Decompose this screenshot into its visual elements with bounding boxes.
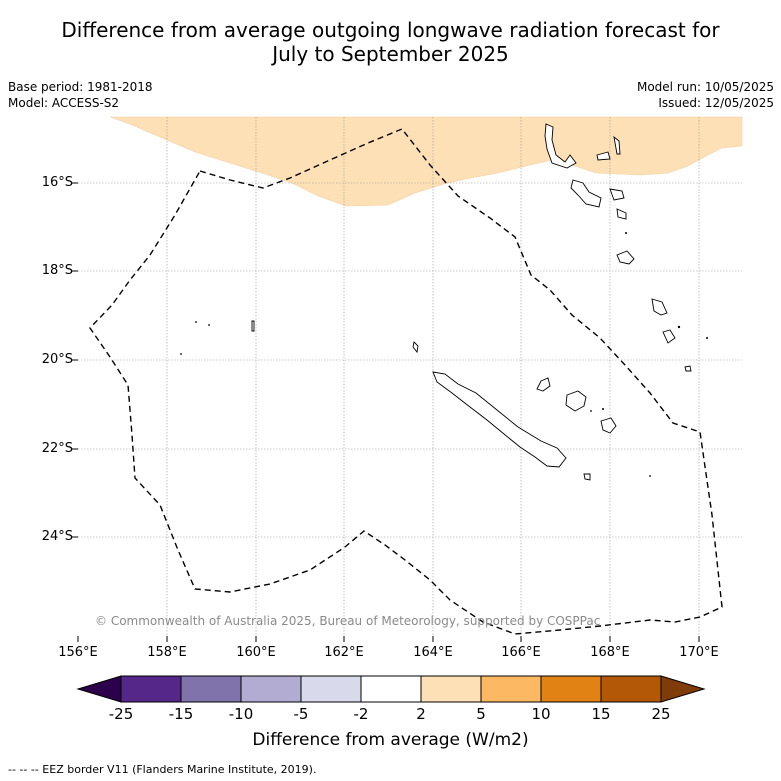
lon-label: 170°E	[679, 645, 719, 660]
malekula	[570, 179, 602, 208]
colorbar-extend-low	[76, 675, 122, 703]
title-line-1: Difference from average outgoing longwav…	[61, 18, 720, 42]
model-run-text: Model run: 10/05/2025	[636, 80, 774, 94]
issued-text: Issued: 12/05/2025	[658, 96, 774, 110]
islands	[251, 123, 692, 481]
maewo-pentecost	[613, 135, 621, 155]
eez-border	[89, 128, 723, 635]
anomaly-region	[109, 116, 743, 207]
colorbar-segment	[240, 675, 302, 703]
copyright-notice: © Commonwealth of Australia 2025, Bureau…	[95, 614, 601, 628]
lon-label: 162°E	[324, 645, 364, 660]
colorbar-tick: -5	[293, 705, 309, 723]
base-period-text: Base period: 1981-2018	[8, 80, 153, 94]
colorbar-tick: -25	[108, 705, 134, 723]
lon-label: 158°E	[147, 645, 187, 660]
chesterfield-reef	[251, 320, 255, 332]
colorbar-segment	[480, 675, 542, 703]
model-text: Model: ACCESS-S2	[8, 96, 120, 110]
meta-left: Base period: 1981-2018 Model: ACCESS-S2	[8, 79, 153, 111]
colorbar-tick: 2	[416, 705, 426, 723]
meta-right: Model run: 10/05/2025 Issued: 12/05/2025	[637, 79, 774, 111]
colorbar-segment	[600, 675, 662, 703]
lat-label: 22°S	[41, 441, 73, 456]
lat-label: 16°S	[41, 175, 73, 190]
gridlines	[78, 117, 742, 636]
aneityum	[662, 329, 676, 344]
espiritu-santo	[544, 123, 577, 169]
colorbar-tick: -15	[168, 705, 194, 723]
lifou	[565, 390, 587, 412]
ile-des-pins	[583, 473, 591, 481]
lon-label: 168°E	[590, 645, 630, 660]
colorbar-segment	[120, 675, 182, 703]
title-line-2: July to September 2025	[272, 42, 509, 66]
colorbar-tick: 25	[651, 705, 671, 723]
colorbar-tick: 10	[531, 705, 551, 723]
small-islets	[180, 232, 708, 477]
erromango	[616, 250, 635, 265]
ouvea	[536, 377, 551, 392]
colorbar-tick: -10	[228, 705, 254, 723]
colorbar-tick: 15	[591, 705, 611, 723]
epi-shepherds	[616, 208, 627, 220]
lon-label: 164°E	[413, 645, 453, 660]
colorbar-label: Difference from average (W/m2)	[252, 730, 529, 750]
colorbar-segment	[180, 675, 242, 703]
colorbar-tick: 5	[476, 705, 486, 723]
axis-ticks	[72, 182, 700, 642]
new-caledonia	[432, 371, 567, 468]
lat-label: 18°S	[41, 263, 73, 278]
matthew-island	[684, 365, 692, 372]
colorbar-extend-high	[660, 675, 706, 703]
colorbar-segment	[300, 675, 362, 703]
colorbar-segment	[360, 675, 422, 703]
colorbar-tick: -2	[353, 705, 369, 723]
tanna	[651, 298, 668, 316]
chart-title: Difference from average outgoing longwav…	[0, 18, 781, 66]
eez-footnote: -- -- -- EEZ border V11 (Flanders Marine…	[8, 763, 317, 776]
lat-label: 24°S	[41, 529, 73, 544]
lon-label: 166°E	[501, 645, 541, 660]
aoba	[596, 151, 611, 161]
belep-islands	[412, 341, 419, 354]
efate	[609, 188, 625, 201]
colorbar-segment	[420, 675, 482, 703]
colorbar-segment	[540, 675, 602, 703]
lon-label: 160°E	[236, 645, 276, 660]
colorbar	[76, 675, 706, 703]
lon-label: 156°E	[58, 645, 98, 660]
lat-label: 20°S	[41, 352, 73, 367]
mare	[600, 417, 617, 434]
